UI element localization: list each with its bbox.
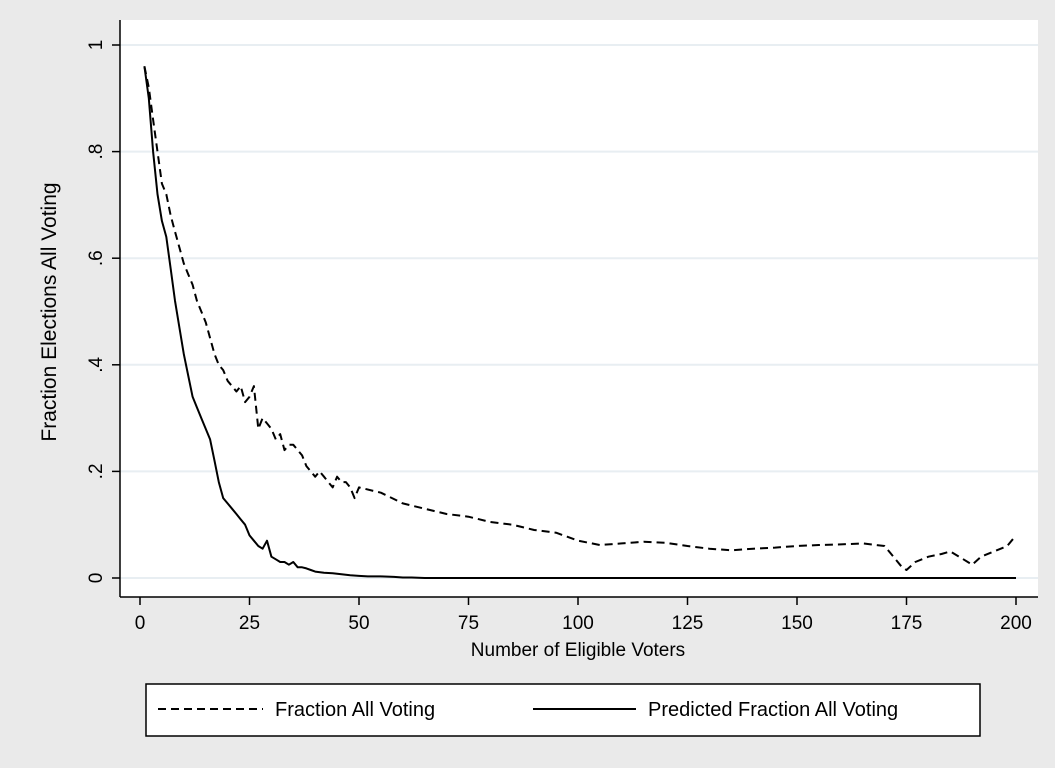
x-tick-label: 150 — [781, 613, 813, 634]
x-tick-label: 125 — [672, 613, 704, 634]
x-tick-label: 100 — [562, 613, 594, 634]
y-tick-label: 0 — [86, 573, 107, 584]
x-tick-label: 50 — [348, 613, 369, 634]
legend-label-predicted-fraction-all-voting: Predicted Fraction All Voting — [648, 699, 898, 721]
y-tick-label: .8 — [86, 144, 107, 160]
series-line-predicted-fraction-all-voting — [143, 66, 1016, 579]
plot-area — [120, 20, 1038, 597]
y-tick-label: .2 — [86, 463, 107, 479]
x-tick-label: 75 — [458, 613, 479, 634]
y-tick-label: .4 — [86, 356, 107, 372]
x-tick-label: 25 — [239, 613, 260, 634]
x-axis-label: Number of Eligible Voters — [471, 640, 685, 661]
series-layer — [143, 66, 1017, 579]
y-tick-label: 1 — [86, 40, 107, 51]
axes: 0 .2 .4 .6 .8 1 0 25 50 75 100 125 150 175 200 — [86, 20, 1038, 634]
x-tick-label: 200 — [1000, 613, 1032, 634]
legend: Fraction All Voting Predicted Fraction A… — [145, 683, 981, 737]
x-tick-label: 175 — [891, 613, 923, 634]
x-tick-label: 0 — [135, 613, 146, 634]
grid-lines — [120, 44, 1038, 579]
y-axis-label: Fraction Elections All Voting — [38, 182, 61, 441]
series-line-fraction-all-voting — [143, 66, 1017, 571]
legend-label-fraction-all-voting: Fraction All Voting — [275, 699, 435, 721]
y-tick-label: .6 — [86, 250, 107, 266]
